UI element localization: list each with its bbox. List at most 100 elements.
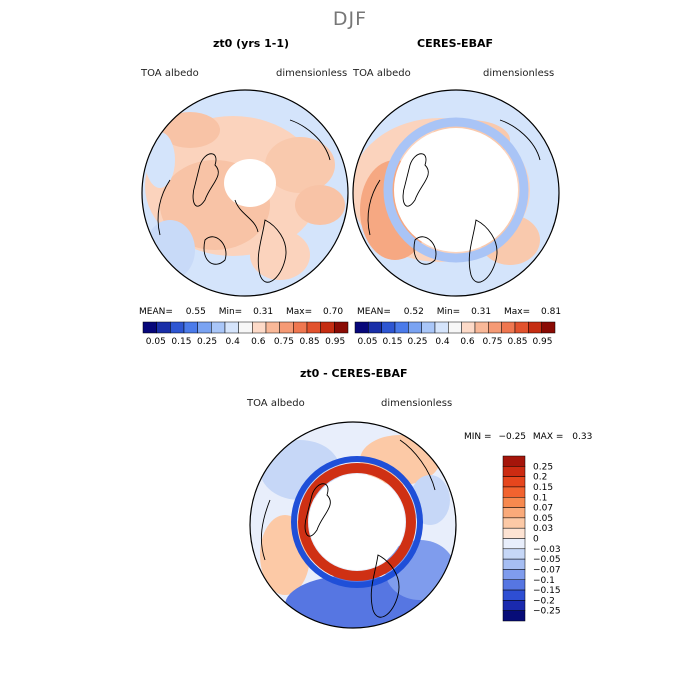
colorbar-swatch [170,321,185,334]
colorbar-tick-label: 0.05 [533,514,553,524]
colorbar-swatch [334,321,349,334]
colorbar-tick-label: 0.6 [460,337,475,347]
min-label: Min= [218,307,243,317]
diff-panel-units: dimensionless [381,398,453,409]
colorbar-tick-label: 0.4 [435,337,450,347]
min-value: 0.31 [471,307,492,317]
min-value: 0.31 [253,307,274,317]
colorbar-tick-label: 0.6 [251,337,266,347]
diff-panel-variable: TOA albedo [247,398,305,409]
panel-units-obs: dimensionless [483,68,555,79]
colorbar-tick-label: 0.03 [533,524,553,534]
panel-title-model: zt0 (yrs 1-1) [213,37,290,50]
map-obs-field [353,90,559,296]
colorbar-tick-label: 0.05 [146,337,166,347]
colorbar-swatch [474,321,489,334]
colorbar-swatch [306,321,321,334]
map-diff-field [250,422,456,628]
colorbar-tick-label: 0.75 [274,337,294,347]
colorbar-tick-label: 0.4 [226,337,241,347]
colorbar-tick-label: −0.15 [533,586,561,596]
colorbar-swatch [502,579,526,591]
min-label: Min= [436,307,461,317]
colorbar-tick-label: −0.03 [533,545,561,555]
stats-obs: MEAN= 0.52 Min= 0.31 Max= 0.81 [357,307,561,317]
colorbar-swatch [265,321,280,334]
colorbar-swatch [461,321,476,334]
colorbar-swatch [142,321,157,334]
colorbar-swatch [502,589,526,601]
colorbar-swatch [238,321,253,334]
colorbar-swatch [156,321,171,334]
map-model-field [142,90,348,296]
colorbar-tick-label: 0.05 [357,337,377,347]
colorbar-swatch [501,321,516,334]
colorbar-swatch [354,321,369,334]
colorbar-model: 0.05 0.15 0.25 0.4 0.6 0.75 0.85 0.95 [142,321,349,347]
diff-min-value: −0.25 [498,432,527,442]
colorbar-swatch [394,321,409,334]
max-value: 0.70 [323,307,344,317]
colorbar-diff: 0.250.20.150.10.070.050.030−0.03−0.05−0.… [502,455,561,622]
colorbar-obs: 0.05 0.15 0.25 0.4 0.6 0.75 0.85 0.95 [354,321,556,347]
colorbar-tick-label: 0.85 [300,337,320,347]
colorbar-tick-label: −0.25 [533,607,561,617]
colorbar-tick-label: 0.15 [171,337,191,347]
colorbar-tick-label: 0.1 [533,493,547,503]
panel-units-model: dimensionless [276,68,348,79]
diff-max-value: 0.33 [572,432,593,442]
colorbar-tick-label: 0.15 [382,337,402,347]
colorbar-swatch [528,321,542,334]
colorbar-swatch [368,321,382,334]
colorbar-tick-label: 0.2 [533,473,547,483]
mean-label: MEAN= [139,307,173,317]
max-label: Max= [504,307,531,317]
colorbar-swatch [488,321,502,334]
colorbar-swatch [502,527,526,539]
mean-value: 0.55 [185,307,206,317]
colorbar-tick-label: 0 [533,535,539,545]
colorbar-swatch [502,466,526,477]
panel-variable-obs: TOA albedo [353,68,411,79]
diff-min-label: MIN = [464,432,492,442]
colorbar-swatch [502,497,526,508]
colorbar-swatch [502,517,526,529]
panel-variable-model: TOA albedo [141,68,199,79]
max-label: Max= [286,307,313,317]
stats-model: MEAN= 0.55 Min= 0.31 Max= 0.70 [139,307,343,317]
colorbar-tick-label: 0.25 [533,462,553,472]
colorbar-tick-label: −0.05 [533,555,561,565]
colorbar-swatch [502,569,526,580]
diff-panel-title: zt0 - CERES-EBAF [300,367,408,380]
colorbar-tick-label: 0.25 [407,337,427,347]
diff-max-label: MAX = [532,432,564,442]
season-title: DJF [332,8,368,30]
colorbar-swatch [224,321,239,334]
colorbar-tick-label: 0.07 [533,504,553,514]
colorbar-tick-label: −0.07 [533,565,561,575]
colorbar-tick-label: 0.75 [482,337,502,347]
colorbar-swatch [502,455,526,467]
colorbar-tick-label: 0.95 [325,337,345,347]
max-value: 0.81 [541,307,562,317]
colorbar-swatch [502,610,526,622]
mean-value: 0.52 [403,307,424,317]
colorbar-swatch [434,321,449,334]
colorbar-tick-label: 0.85 [507,337,527,347]
colorbar-swatch [514,321,529,334]
colorbar-swatch [502,600,526,611]
colorbar-swatch [279,321,294,334]
colorbar-swatch [408,321,422,334]
colorbar-swatch [211,321,226,334]
colorbar-tick-label: −0.1 [533,576,555,586]
colorbar-tick-label: 0.15 [533,483,553,493]
colorbar-swatch [197,321,212,334]
diff-min-max: MIN = −0.25 MAX = 0.33 [464,432,592,442]
colorbar-swatch [502,548,526,560]
colorbar-swatch [293,321,308,334]
colorbar-swatch [502,507,526,519]
colorbar-swatch [502,486,526,498]
colorbar-swatch [448,321,462,334]
colorbar-swatch [183,321,198,334]
